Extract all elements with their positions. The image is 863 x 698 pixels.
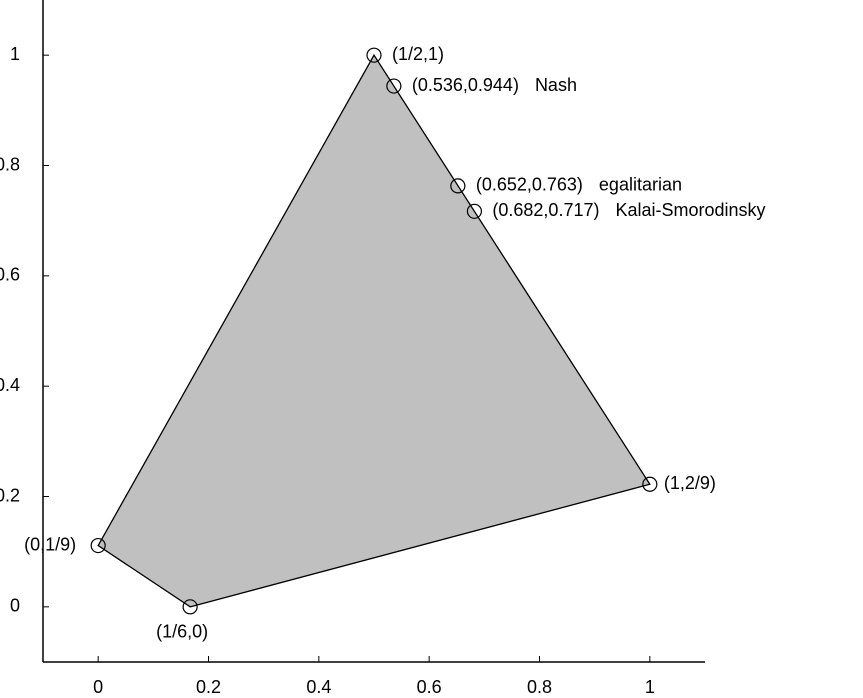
- point-marker: [642, 476, 658, 492]
- point-label: (0.652,0.763): [476, 175, 583, 195]
- point-label: (1/2,1): [392, 44, 444, 64]
- y-tick-label: 0.6: [0, 265, 20, 285]
- point-marker: [366, 47, 382, 63]
- x-tick-label: 0.8: [527, 677, 552, 697]
- point-marker: [466, 203, 483, 219]
- point-label: (1/6,0): [156, 622, 208, 642]
- point-marker: [90, 537, 106, 554]
- point-label: (0.536,0.944): [412, 75, 519, 95]
- point-marker: [450, 178, 466, 194]
- solution-name: egalitarian: [599, 175, 682, 195]
- y-tick-label: 0.8: [0, 154, 20, 174]
- x-tick-label: 0: [93, 677, 103, 697]
- y-tick-label: 0.2: [0, 485, 20, 505]
- x-tick-label: 0.2: [196, 677, 221, 697]
- point-marker: [182, 599, 198, 615]
- point-label: (0,1/9): [24, 534, 76, 554]
- point-label: (0.682,0.717): [492, 200, 599, 220]
- x-tick-label: 0.4: [306, 677, 331, 697]
- point-marker: [386, 78, 402, 94]
- solution-name: Nash: [535, 75, 577, 95]
- y-tick-label: 1: [10, 44, 20, 64]
- x-tick-label: 1: [645, 677, 655, 697]
- y-tick-label: 0.4: [0, 375, 20, 395]
- x-tick-label: 0.6: [417, 677, 442, 697]
- solution-name: Kalai-Smorodinsky: [615, 200, 765, 220]
- point-label: (1,2/9): [664, 473, 716, 493]
- feasible-region: [97, 53, 651, 608]
- y-tick-label: 0: [10, 596, 20, 616]
